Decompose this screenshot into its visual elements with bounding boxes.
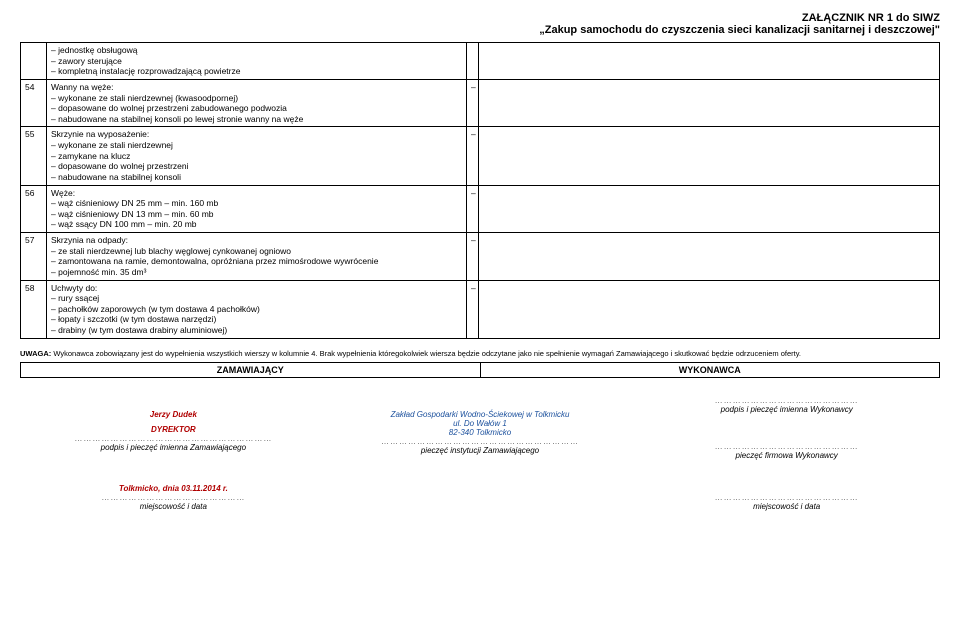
- row-num: 54: [21, 79, 47, 127]
- list-item: drabiny (w tym dostawa drabiny aluminiow…: [65, 325, 462, 336]
- row-desc: Skrzynie na wyposażenie: wykonane ze sta…: [47, 127, 467, 185]
- header-line2: „Zakup samochodu do czyszczenia sieci ka…: [20, 24, 940, 36]
- row-num: 58: [21, 280, 47, 338]
- dots: …………………………………………: [633, 396, 940, 405]
- signer-name: Jerzy Dudek: [20, 410, 327, 419]
- org-name: Zakład Gospodarki Wodno-Ściekowej w Tolk…: [327, 410, 634, 419]
- footer-left: Jerzy Dudek DYREKTOR ……………………………………………………: [20, 396, 327, 460]
- list-item: nabudowane na stabilnej konsoli: [65, 172, 462, 183]
- row-dash: [467, 43, 479, 80]
- table-row: 54 Wanny na węże: wykonane ze stali nier…: [21, 79, 940, 127]
- note-prefix: UWAGA:: [20, 349, 51, 358]
- note-text: Wykonawca zobowiązany jest do wypełnieni…: [53, 349, 801, 358]
- list-item: łopaty i szczotki (w tym dostawa narzędz…: [65, 314, 462, 325]
- row-dash: –: [467, 280, 479, 338]
- list-item: dopasowane do wolnej przestrzeni zabudow…: [65, 103, 462, 114]
- list-item: wąż ciśnieniowy DN 25 mm – min. 160 mb: [65, 198, 462, 209]
- row-rest: [479, 127, 940, 185]
- row-dash: –: [467, 233, 479, 281]
- list-item: zawory sterujące: [65, 56, 462, 67]
- list-item: wykonane ze stali nierdzewnej (kwasoodpo…: [65, 93, 462, 104]
- list-item: zamykane na klucz: [65, 151, 462, 162]
- list-item: kompletną instalację rozprowadzającą pow…: [65, 66, 462, 77]
- footer-row: Jerzy Dudek DYREKTOR ……………………………………………………: [20, 396, 940, 460]
- list-item: dopasowane do wolnej przestrzeni: [65, 161, 462, 172]
- dots: …………………………………………………………: [20, 434, 327, 443]
- footer-date-row: Tolkmicko, dnia 03.11.2014 r. ……………………………: [20, 484, 940, 511]
- list-item: ze stali nierdzewnej lub blachy węglowej…: [65, 246, 462, 257]
- sig-table: ZAMAWIAJĄCY WYKONAWCA: [20, 362, 940, 378]
- row-rest: [479, 79, 940, 127]
- list-item: pachołków zaporowych (w tym dostawa 4 pa…: [65, 304, 462, 315]
- sig-left: ZAMAWIAJĄCY: [21, 362, 481, 377]
- org-addr2: 82-340 Tolkmicko: [327, 428, 634, 437]
- table-row: 57 Skrzynia na odpady: ze stali nierdzew…: [21, 233, 940, 281]
- list-item: nabudowane na stabilnej konsoli po lewej…: [65, 114, 462, 125]
- row-num: 56: [21, 185, 47, 233]
- footer2-mid: [327, 484, 634, 511]
- row-desc: Skrzynia na odpady: ze stali nierdzewnej…: [47, 233, 467, 281]
- footer2-left: Tolkmicko, dnia 03.11.2014 r. ……………………………: [20, 484, 327, 511]
- row-title: Skrzynia na odpady:: [51, 235, 128, 245]
- row-title: Węże:: [51, 188, 75, 198]
- header-line1: ZAŁĄCZNIK NR 1 do SIWZ: [20, 12, 940, 24]
- sig-right: WYKONAWCA: [480, 362, 940, 377]
- caption-top: podpis i pieczęć imienna Wykonawcy: [633, 405, 940, 414]
- spec-table: jednostkę obsługową zawory sterujące kom…: [20, 42, 940, 339]
- dots: …………………………………………: [633, 493, 940, 502]
- row-num: [21, 43, 47, 80]
- caption: miejscowość i data: [633, 502, 940, 511]
- list-item: wąż ssący DN 100 mm – min. 20 mb: [65, 219, 462, 230]
- table-row: 58 Uchwyty do: rury ssącej pachołków zap…: [21, 280, 940, 338]
- date-text: Tolkmicko, dnia 03.11.2014 r.: [20, 484, 327, 493]
- org-addr1: ul. Do Wałów 1: [327, 419, 634, 428]
- note-block: UWAGA: Wykonawca zobowiązany jest do wyp…: [20, 349, 940, 358]
- row-title: Uchwyty do:: [51, 283, 97, 293]
- row-desc: Wanny na węże: wykonane ze stali nierdze…: [47, 79, 467, 127]
- list-item: wykonane ze stali nierdzewnej: [65, 140, 462, 151]
- dots: …………………………………………: [20, 493, 327, 502]
- row-rest: [479, 233, 940, 281]
- row-title: Skrzynie na wyposażenie:: [51, 129, 149, 139]
- row-num: 57: [21, 233, 47, 281]
- row-desc: Uchwyty do: rury ssącej pachołków zaporo…: [47, 280, 467, 338]
- caption: pieczęć instytucji Zamawiającego: [327, 446, 634, 455]
- list-item: wąż ciśnieniowy DN 13 mm – min. 60 mb: [65, 209, 462, 220]
- footer-right: ………………………………………… podpis i pieczęć imienn…: [633, 396, 940, 460]
- caption: miejscowość i data: [20, 502, 327, 511]
- row-rest: [479, 43, 940, 80]
- footer-mid: Zakład Gospodarki Wodno-Ściekowej w Tolk…: [327, 396, 634, 460]
- list-item: rury ssącej: [65, 293, 462, 304]
- list-item: jednostkę obsługową: [65, 45, 462, 56]
- dots: …………………………………………………………: [327, 437, 634, 446]
- row-dash: –: [467, 79, 479, 127]
- row-dash: –: [467, 127, 479, 185]
- row-dash: –: [467, 185, 479, 233]
- list-item: pojemność min. 35 dm³: [65, 267, 462, 278]
- caption: podpis i pieczęć imienna Zamawiającego: [20, 443, 327, 452]
- table-row: jednostkę obsługową zawory sterujące kom…: [21, 43, 940, 80]
- footer2-right: ………………………………………… miejscowość i data: [633, 484, 940, 511]
- row-rest: [479, 280, 940, 338]
- signer-role: DYREKTOR: [20, 425, 327, 434]
- row-desc: Węże: wąż ciśnieniowy DN 25 mm – min. 16…: [47, 185, 467, 233]
- row-title: Wanny na węże:: [51, 82, 114, 92]
- table-row: 55 Skrzynie na wyposażenie: wykonane ze …: [21, 127, 940, 185]
- row-desc: jednostkę obsługową zawory sterujące kom…: [47, 43, 467, 80]
- row-rest: [479, 185, 940, 233]
- row-num: 55: [21, 127, 47, 185]
- caption-bottom: pieczęć firmowa Wykonawcy: [633, 451, 940, 460]
- table-row: 56 Węże: wąż ciśnieniowy DN 25 mm – min.…: [21, 185, 940, 233]
- page-header: ZAŁĄCZNIK NR 1 do SIWZ „Zakup samochodu …: [20, 12, 940, 36]
- list-item: zamontowana na ramie, demontowalna, opró…: [65, 256, 462, 267]
- dots: …………………………………………: [633, 442, 940, 451]
